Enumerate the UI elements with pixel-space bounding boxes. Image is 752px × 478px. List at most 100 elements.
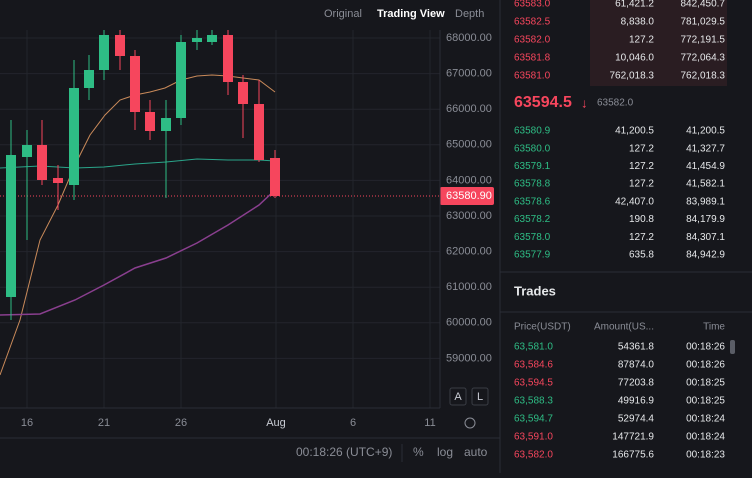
- candle-body: [270, 158, 280, 196]
- trade-amount: 77203.8: [618, 378, 655, 389]
- time-label: Aug: [266, 417, 286, 429]
- ask-amount: 10,046.0: [615, 53, 654, 64]
- bid-total: 41,200.5: [686, 126, 725, 137]
- ask-amount: 127.2: [629, 35, 654, 46]
- bid-price: 63580.0: [514, 143, 551, 154]
- price-tag: [440, 187, 494, 205]
- time-label: 6: [350, 417, 356, 429]
- candle-body: [223, 35, 233, 82]
- ask-price: 63582.5: [514, 17, 551, 28]
- ask-price: 63582.0: [514, 35, 551, 46]
- ask-total: 762,018.3: [681, 71, 726, 82]
- scale-button[interactable]: [471, 387, 489, 406]
- mark-price: 63582.0: [597, 98, 634, 109]
- candle-body: [22, 145, 32, 157]
- trade-amount: 166775.6: [612, 450, 654, 461]
- trade-time: 00:18:24: [686, 414, 725, 425]
- scrollbar: [730, 340, 735, 354]
- trade-amount: 87874.0: [618, 360, 655, 371]
- time-label: 21: [98, 417, 110, 429]
- trade-amount: 52974.4: [618, 414, 655, 425]
- chart-area: [0, 30, 440, 408]
- candle-body: [145, 112, 155, 131]
- bid-amount: 635.8: [629, 250, 654, 261]
- price-label: 63000.00: [446, 210, 492, 222]
- price-label: 67000.00: [446, 68, 492, 80]
- bid-amount: 127.2: [629, 232, 654, 243]
- view-tab[interactable]: Depth: [455, 8, 484, 20]
- candle-body: [254, 104, 264, 160]
- bid-amount: 41,200.5: [615, 126, 654, 137]
- candle-body: [99, 35, 109, 70]
- ask-total: 842,450.7: [681, 0, 726, 10]
- candle-body: [238, 82, 248, 104]
- settings-icon[interactable]: [464, 417, 476, 429]
- bid-total: 84,179.9: [686, 214, 725, 225]
- bid-total: 41,327.7: [686, 143, 725, 154]
- bid-price: 63580.9: [514, 126, 551, 137]
- candle-body: [161, 118, 171, 131]
- trade-amount: 49916.9: [618, 396, 655, 407]
- bid-price: 63578.0: [514, 232, 551, 243]
- bid-amount: 42,407.0: [615, 196, 654, 207]
- time-label: 11: [424, 417, 435, 429]
- log-toggle[interactable]: log: [437, 445, 453, 459]
- trade-price: 63,588.3: [514, 396, 553, 407]
- candle-body: [53, 178, 63, 183]
- percent-toggle[interactable]: %: [413, 445, 424, 459]
- bid-price: 63579.1: [514, 161, 551, 172]
- trade-time: 00:18:25: [686, 396, 725, 407]
- clock: 00:18:26 (UTC+9): [296, 445, 392, 459]
- view-tab[interactable]: Trading View: [377, 8, 445, 20]
- view-tab[interactable]: Original: [324, 8, 362, 20]
- bid-price: 63577.9: [514, 250, 551, 261]
- trade-price: 63,581.0: [514, 342, 553, 353]
- auto-toggle[interactable]: auto: [464, 445, 488, 459]
- scale-button[interactable]: [449, 387, 467, 406]
- trade-time: 00:18:24: [686, 432, 725, 443]
- trade-price: 63,594.7: [514, 414, 553, 425]
- ask-price: 63581.8: [514, 53, 551, 64]
- bid-amount: 127.2: [629, 161, 654, 172]
- price-label: 62000.00: [446, 246, 492, 258]
- candles: [6, 30, 280, 320]
- bid-amount: 190.8: [629, 214, 654, 225]
- price-tag-text: 63580.90: [446, 190, 492, 202]
- candle-body: [6, 155, 16, 297]
- price-label: 59000.00: [446, 352, 492, 364]
- ask-depth: [590, 0, 727, 86]
- bid-total: 41,454.9: [686, 161, 725, 172]
- price-label: 65000.00: [446, 139, 492, 151]
- trade-time: 00:18:25: [686, 378, 725, 389]
- ask-total: 772,064.3: [681, 53, 726, 64]
- bid-price: 63578.8: [514, 179, 551, 190]
- candle-body: [176, 42, 186, 118]
- candle-body: [69, 88, 79, 185]
- candle-body: [84, 70, 94, 88]
- candle-body: [192, 38, 202, 42]
- scale-button-label[interactable]: L: [477, 391, 483, 403]
- price-arrow: ↓: [581, 95, 588, 110]
- scale-button-label[interactable]: A: [454, 391, 462, 403]
- time-label: 26: [175, 417, 187, 429]
- price-label: 66000.00: [446, 103, 492, 115]
- price-label: 60000.00: [446, 317, 492, 329]
- ask-amount: 8,838.0: [621, 17, 655, 28]
- trade-price: 63,594.5: [514, 378, 553, 389]
- trade-amount: 147721.9: [612, 432, 654, 443]
- ask-price: 63581.0: [514, 71, 551, 82]
- bid-total: 84,942.9: [686, 250, 725, 261]
- time-label: 16: [21, 417, 33, 429]
- bid-price: 63578.6: [514, 196, 551, 207]
- bid-total: 84,307.1: [686, 232, 725, 243]
- price-label: 64000.00: [446, 174, 492, 186]
- candle-body: [207, 35, 217, 42]
- trade-price: 63,582.0: [514, 450, 553, 461]
- trade-time: 00:18:26: [686, 360, 725, 371]
- trade-time: 00:18:26: [686, 342, 725, 353]
- bid-price: 63578.2: [514, 214, 551, 225]
- bid-total: 83,989.1: [686, 196, 725, 207]
- last-price: 63594.5: [514, 94, 572, 111]
